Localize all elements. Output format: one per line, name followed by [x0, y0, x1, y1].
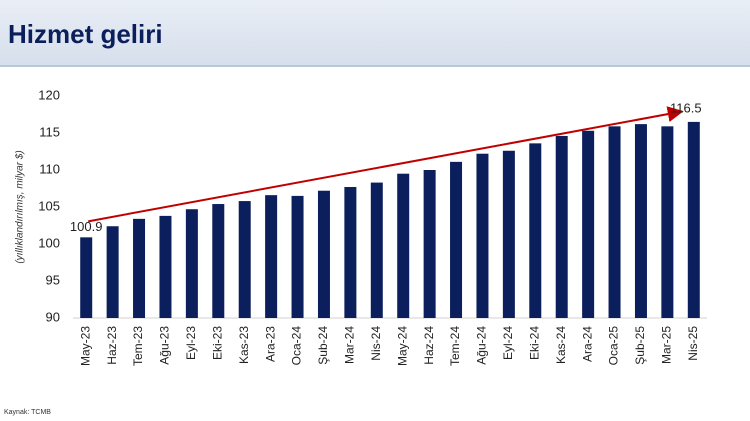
x-tick-label: Ağu-24	[475, 326, 489, 365]
x-tick-label: Eki-23	[210, 326, 224, 360]
bar	[502, 150, 515, 318]
bar	[317, 190, 330, 318]
bar	[370, 182, 383, 318]
bar	[687, 121, 700, 319]
y-tick-label: 95	[46, 272, 60, 287]
bar	[476, 153, 489, 318]
bar	[450, 161, 463, 318]
bar	[133, 218, 146, 318]
x-tick-label: Ara-24	[580, 326, 594, 362]
bar	[265, 195, 278, 318]
bar	[608, 126, 621, 318]
chart-title: Hizmet geliri	[8, 19, 163, 49]
x-tick-label: Şub-25	[633, 326, 647, 365]
y-tick-label: 90	[46, 309, 60, 324]
x-tick-label: Tem-24	[448, 326, 462, 366]
bar	[80, 237, 93, 318]
bar	[238, 201, 251, 318]
x-tick-label: Ağu-23	[158, 326, 172, 365]
bar	[529, 143, 542, 318]
x-tick-label: Haz-24	[422, 326, 436, 365]
x-tick-label: Kas-24	[554, 326, 568, 364]
y-axis-label: (yıllıklandırılmış, milyar $)	[15, 150, 26, 263]
y-tick-label: 120	[38, 87, 60, 102]
bar	[344, 187, 357, 318]
x-tick-label: Kas-23	[237, 326, 251, 364]
bar	[159, 215, 172, 318]
x-tick-label: Mar-25	[660, 326, 674, 364]
y-tick-label: 115	[39, 124, 60, 139]
header-banner	[0, 0, 750, 66]
bar	[106, 226, 119, 318]
bar	[212, 204, 225, 318]
source: Kaynak: TCMB	[4, 409, 51, 416]
x-tick-label: Oca-25	[607, 326, 621, 366]
y-tick-label: 105	[38, 198, 60, 213]
x-tick-label: Eyl-23	[184, 326, 198, 360]
trend-arrow	[88, 106, 684, 223]
bar	[555, 135, 568, 318]
bar	[185, 209, 198, 318]
bar	[661, 126, 674, 318]
x-tick-label: Ara-23	[263, 326, 277, 362]
bar	[397, 173, 410, 318]
x-tick-label: May-23	[78, 326, 92, 366]
x-tick-label: Eyl-24	[501, 326, 515, 360]
x-tick-label: Şub-24	[316, 326, 330, 365]
x-tick-label: Haz-23	[105, 326, 119, 365]
x-tick-label: Oca-24	[290, 326, 304, 366]
x-tick-label: Nis-24	[369, 326, 383, 361]
x-tick-label: Eki-24	[527, 326, 541, 360]
x-tick-label: Nis-25	[686, 326, 700, 361]
value-label: 100.9	[70, 219, 103, 234]
y-tick-label: 110	[39, 161, 60, 176]
value-label: 116.5	[670, 100, 702, 115]
bar	[423, 170, 436, 318]
x-tick-label: Tem-23	[131, 326, 145, 366]
bar	[634, 124, 647, 319]
x-tick-label: May-24	[395, 326, 409, 366]
y-tick-label: 100	[38, 235, 60, 250]
bar	[291, 195, 304, 318]
x-tick-label: Mar-24	[343, 326, 357, 364]
bar	[582, 130, 595, 318]
